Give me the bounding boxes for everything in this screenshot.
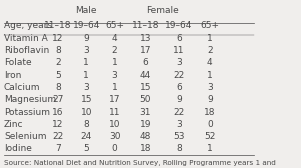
Text: 3: 3 [176,120,182,129]
Text: 11: 11 [109,108,120,117]
Text: 44: 44 [140,71,151,80]
Text: 19–64: 19–64 [73,21,100,30]
Text: 22: 22 [173,108,185,117]
Text: 18: 18 [204,108,216,117]
Text: Age, years: Age, years [4,21,52,30]
Text: 3: 3 [112,71,117,80]
Text: Magnesium: Magnesium [4,95,56,104]
Text: 2: 2 [112,46,117,55]
Text: 52: 52 [204,132,216,141]
Text: 3: 3 [207,83,213,92]
Text: 13: 13 [140,34,151,43]
Text: 6: 6 [176,83,182,92]
Text: 1: 1 [112,83,117,92]
Text: 7: 7 [55,144,61,153]
Text: 10: 10 [81,108,92,117]
Text: Calcium: Calcium [4,83,40,92]
Text: 15: 15 [140,83,151,92]
Text: 27: 27 [52,95,64,104]
Text: 30: 30 [109,132,120,141]
Text: 5: 5 [55,71,61,80]
Text: 0: 0 [112,144,117,153]
Text: 8: 8 [176,144,182,153]
Text: 1: 1 [83,71,89,80]
Text: 8: 8 [55,83,61,92]
Text: 9: 9 [176,95,182,104]
Text: Selenium: Selenium [4,132,46,141]
Text: Source: National Diet and Nutrition Survey, Rolling Programme years 1 and: Source: National Diet and Nutrition Surv… [4,160,276,166]
Text: 17: 17 [109,95,120,104]
Text: 10: 10 [109,120,120,129]
Text: 1: 1 [207,34,213,43]
Text: Iron: Iron [4,71,21,80]
Text: 65+: 65+ [200,21,219,30]
Text: 16: 16 [52,108,64,117]
Text: 8: 8 [83,120,89,129]
Text: 53: 53 [173,132,185,141]
Text: Riboflavin: Riboflavin [4,46,49,55]
Text: Folate: Folate [4,58,32,67]
Text: 1: 1 [207,71,213,80]
Text: 12: 12 [52,34,64,43]
Text: 5: 5 [83,144,89,153]
Text: 11: 11 [173,46,185,55]
Text: 15: 15 [81,95,92,104]
Text: 6: 6 [143,58,148,67]
Text: 4: 4 [207,58,213,67]
Text: 3: 3 [83,83,89,92]
Text: 4: 4 [112,34,117,43]
Text: 65+: 65+ [105,21,124,30]
Text: Vitamin A: Vitamin A [4,34,48,43]
Text: 50: 50 [140,95,151,104]
Text: Female: Female [146,6,178,15]
Text: 3: 3 [176,58,182,67]
Text: 1: 1 [83,58,89,67]
Text: 19–64: 19–64 [165,21,193,30]
Text: 31: 31 [140,108,151,117]
Text: 22: 22 [52,132,64,141]
Text: 24: 24 [81,132,92,141]
Text: Zinc: Zinc [4,120,23,129]
Text: 48: 48 [140,132,151,141]
Text: 11–18: 11–18 [132,21,159,30]
Text: Iodine: Iodine [4,144,32,153]
Text: 9: 9 [207,95,213,104]
Text: 18: 18 [140,144,151,153]
Text: 19: 19 [140,120,151,129]
Text: 22: 22 [173,71,185,80]
Text: 2: 2 [55,58,61,67]
Text: 1: 1 [207,144,213,153]
Text: 6: 6 [176,34,182,43]
Text: 8: 8 [55,46,61,55]
Text: Potassium: Potassium [4,108,50,117]
Text: Male: Male [76,6,97,15]
Text: 1: 1 [112,58,117,67]
Text: 0: 0 [207,120,213,129]
Text: 17: 17 [140,46,151,55]
Text: 9: 9 [83,34,89,43]
Text: 3: 3 [83,46,89,55]
Text: 2: 2 [207,46,213,55]
Text: 11–18: 11–18 [44,21,72,30]
Text: 12: 12 [52,120,64,129]
